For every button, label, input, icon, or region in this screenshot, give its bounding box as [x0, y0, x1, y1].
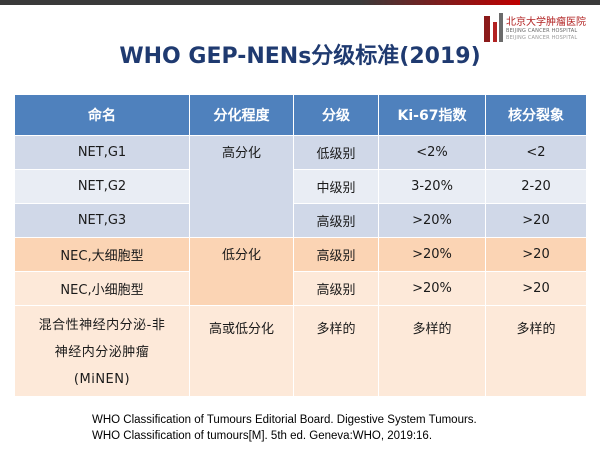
row-mitosis: >20: [485, 271, 587, 306]
row-mitosis: <2: [485, 135, 587, 170]
row-ki67: >20%: [378, 271, 486, 306]
citation-line1: WHO Classification of Tumours Editorial …: [92, 414, 477, 426]
table-row: NET,G3 高级别 >20% >20: [14, 203, 587, 238]
table-row: NEC,大细胞型 低分化 高级别 >20% >20: [14, 237, 587, 306]
row-name: NEC,大细胞型: [14, 237, 190, 272]
row-mitosis: 2-20: [485, 169, 587, 204]
row-name: NET,G1: [14, 135, 190, 170]
header-differentiation: 分化程度: [189, 94, 294, 136]
logo-name-cn: 北京大学肿瘤医院: [506, 17, 586, 28]
citation: WHO Classification of Tumours Editorial …: [92, 412, 572, 444]
top-bar: [0, 0, 600, 5]
minen-mitosis: 多样的: [485, 305, 587, 397]
net-differentiation-cell: 高分化: [189, 135, 294, 238]
table-header-row: 命名 分化程度 分级 Ki-67指数 核分裂象: [14, 94, 587, 136]
table-row-minen: 混合性神经内分泌-非 神经内分泌肿瘤 (MiNEN) 高或低分化 多样的 多样的…: [14, 305, 587, 397]
logo-name-en-secondary: BEIJING CANCER HOSPITAL: [506, 35, 578, 41]
table-row: NEC,小细胞型 高级别 >20% >20: [14, 271, 587, 306]
top-bar-accent: [360, 0, 520, 5]
nec-differentiation-cell: 低分化: [189, 237, 294, 306]
row-mitosis: >20: [485, 203, 587, 238]
minen-differentiation: 高或低分化: [189, 305, 294, 397]
hospital-logo: 北京大学肿瘤医院 BEIJING CANCER HOSPITAL BEIJING…: [482, 12, 594, 46]
minen-grade: 多样的: [293, 305, 379, 397]
header-ki67: Ki-67指数: [378, 94, 486, 136]
logo-name-en: BEIJING CANCER HOSPITAL: [506, 28, 578, 34]
citation-line2: WHO Classification of tumours[M]. 5th ed…: [92, 430, 433, 442]
row-grade: 高级别: [293, 203, 379, 238]
row-grade: 低级别: [293, 135, 379, 170]
row-grade: 高级别: [293, 271, 379, 306]
hospital-logo-mark-icon: [484, 13, 503, 42]
row-name: NEC,小细胞型: [14, 271, 190, 306]
row-ki67: <2%: [378, 135, 486, 170]
minen-name-cell: 混合性神经内分泌-非 神经内分泌肿瘤 (MiNEN): [14, 305, 190, 397]
header-mitosis: 核分裂象: [485, 94, 587, 136]
minen-ki67: 多样的: [378, 305, 486, 397]
row-ki67: >20%: [378, 237, 486, 272]
row-grade: 中级别: [293, 169, 379, 204]
slide-title: WHO GEP-NENs分级标准(2019): [119, 44, 481, 69]
minen-name-line2: 神经内分泌肿瘤: [54, 345, 150, 360]
row-mitosis: >20: [485, 237, 587, 272]
row-ki67: 3-20%: [378, 169, 486, 204]
header-name: 命名: [14, 94, 190, 136]
grading-table: 命名 分化程度 分级 Ki-67指数 核分裂象 NET,G1 高分化 低级别 <…: [14, 94, 587, 397]
table-row: NET,G1 高分化 低级别 <2% <2: [14, 135, 587, 238]
minen-name-line3: (MiNEN): [73, 372, 131, 387]
row-name: NET,G3: [14, 203, 190, 238]
row-ki67: >20%: [378, 203, 486, 238]
row-grade: 高级别: [293, 237, 379, 272]
row-name: NET,G2: [14, 169, 190, 204]
minen-name-line1: 混合性神经内分泌-非: [38, 318, 166, 333]
table-row: NET,G2 中级别 3-20% 2-20: [14, 169, 587, 204]
header-grade: 分级: [293, 94, 379, 136]
